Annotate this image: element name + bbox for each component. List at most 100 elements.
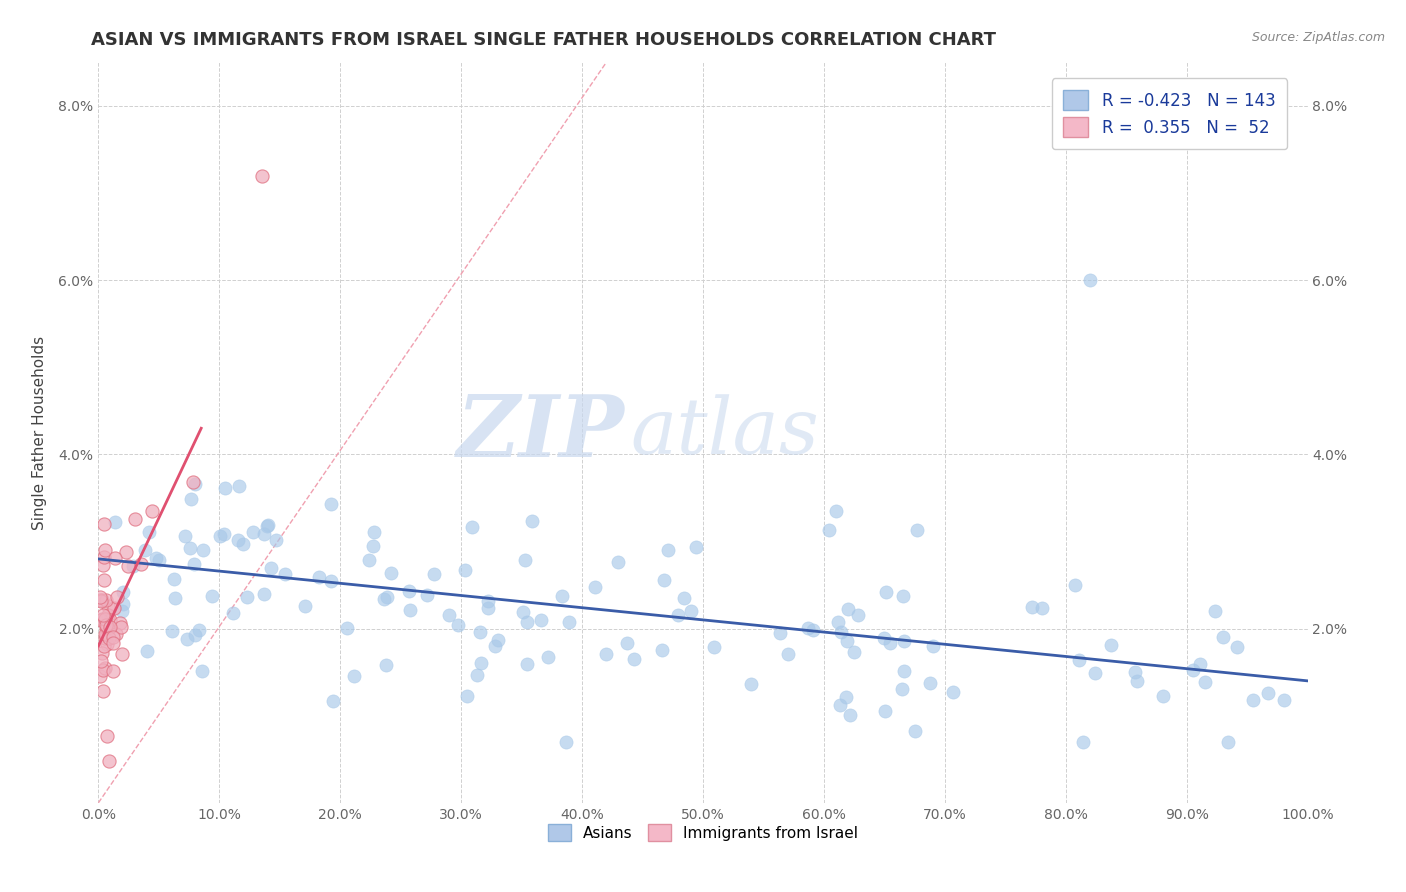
Point: [825, 503, 848, 517]
Point: [555, 735, 578, 749]
Point: [835, 634, 858, 648]
Point: [188, 623, 211, 637]
Point: [1078, 273, 1101, 287]
Point: [235, 591, 257, 605]
Point: [651, 643, 673, 657]
Point: [844, 645, 866, 659]
Point: [1272, 692, 1295, 706]
Text: ASIAN VS IMMIGRANTS FROM ISRAEL SINGLE FATHER HOUSEHOLDS CORRELATION CHART: ASIAN VS IMMIGRANTS FROM ISRAEL SINGLE F…: [91, 31, 997, 49]
Point: [904, 724, 927, 739]
Point: [801, 623, 824, 637]
Point: [274, 566, 297, 581]
Point: [103, 664, 125, 678]
Point: [138, 524, 160, 539]
Point: [516, 615, 538, 630]
Point: [447, 617, 470, 632]
Point: [453, 563, 475, 577]
Point: [623, 652, 645, 666]
Point: [89, 590, 111, 604]
Point: [93, 574, 115, 588]
Point: [685, 540, 707, 554]
Point: [513, 553, 536, 567]
Point: [212, 526, 235, 541]
Point: [112, 597, 135, 611]
Point: [148, 553, 170, 567]
Point: [180, 492, 202, 507]
Point: [363, 524, 385, 539]
Point: [89, 593, 111, 607]
Point: [183, 557, 205, 571]
Point: [222, 606, 245, 620]
Point: [551, 589, 574, 603]
Point: [141, 504, 163, 518]
Point: [94, 618, 117, 632]
Point: [253, 587, 276, 601]
Point: [769, 626, 792, 640]
Point: [94, 593, 117, 607]
Point: [321, 498, 343, 512]
Point: [184, 628, 207, 642]
Point: [90, 594, 112, 608]
Point: [145, 550, 167, 565]
Point: [616, 636, 638, 650]
Point: [90, 613, 112, 627]
Point: [1212, 631, 1234, 645]
Point: [111, 584, 134, 599]
Point: [465, 668, 488, 682]
Point: [827, 615, 849, 629]
Point: [135, 644, 157, 658]
Point: [93, 631, 115, 645]
Point: [343, 668, 366, 682]
Point: [104, 515, 127, 529]
Point: [91, 684, 114, 698]
Point: [657, 543, 679, 558]
Point: [117, 558, 139, 573]
Point: [666, 608, 689, 623]
Point: [873, 704, 896, 718]
Point: [1084, 666, 1107, 681]
Point: [477, 594, 499, 608]
Point: [1257, 686, 1279, 700]
Point: [905, 523, 928, 537]
Point: [201, 589, 224, 603]
Point: [98, 613, 121, 627]
Point: [486, 633, 509, 648]
Point: [1123, 665, 1146, 679]
Point: [558, 615, 581, 629]
Legend: Asians, Immigrants from Israel: Asians, Immigrants from Israel: [541, 818, 865, 847]
Point: [921, 640, 943, 654]
Point: [1241, 692, 1264, 706]
Point: [91, 608, 114, 623]
Point: [242, 525, 264, 540]
Point: [90, 593, 112, 607]
Point: [122, 558, 145, 573]
Point: [891, 590, 914, 604]
Point: [595, 647, 617, 661]
Point: [105, 590, 128, 604]
Point: [308, 570, 330, 584]
Point: [264, 533, 287, 548]
Point: [208, 529, 231, 543]
Point: [176, 632, 198, 646]
Point: [94, 661, 117, 675]
Point: [828, 698, 851, 713]
Point: [93, 517, 115, 532]
Point: [1226, 640, 1249, 655]
Point: [129, 557, 152, 571]
Point: [1031, 601, 1053, 615]
Point: [830, 625, 852, 640]
Point: [1188, 657, 1211, 671]
Point: [848, 607, 870, 622]
Point: [1071, 735, 1094, 749]
Point: [654, 574, 676, 588]
Point: [797, 621, 820, 635]
Point: [190, 664, 212, 678]
Point: [96, 621, 118, 635]
Point: [1126, 673, 1149, 688]
Point: [776, 647, 799, 661]
Point: [1181, 663, 1204, 677]
Point: [98, 620, 121, 634]
Point: [336, 621, 359, 635]
Point: [942, 685, 965, 699]
Point: [94, 627, 117, 641]
